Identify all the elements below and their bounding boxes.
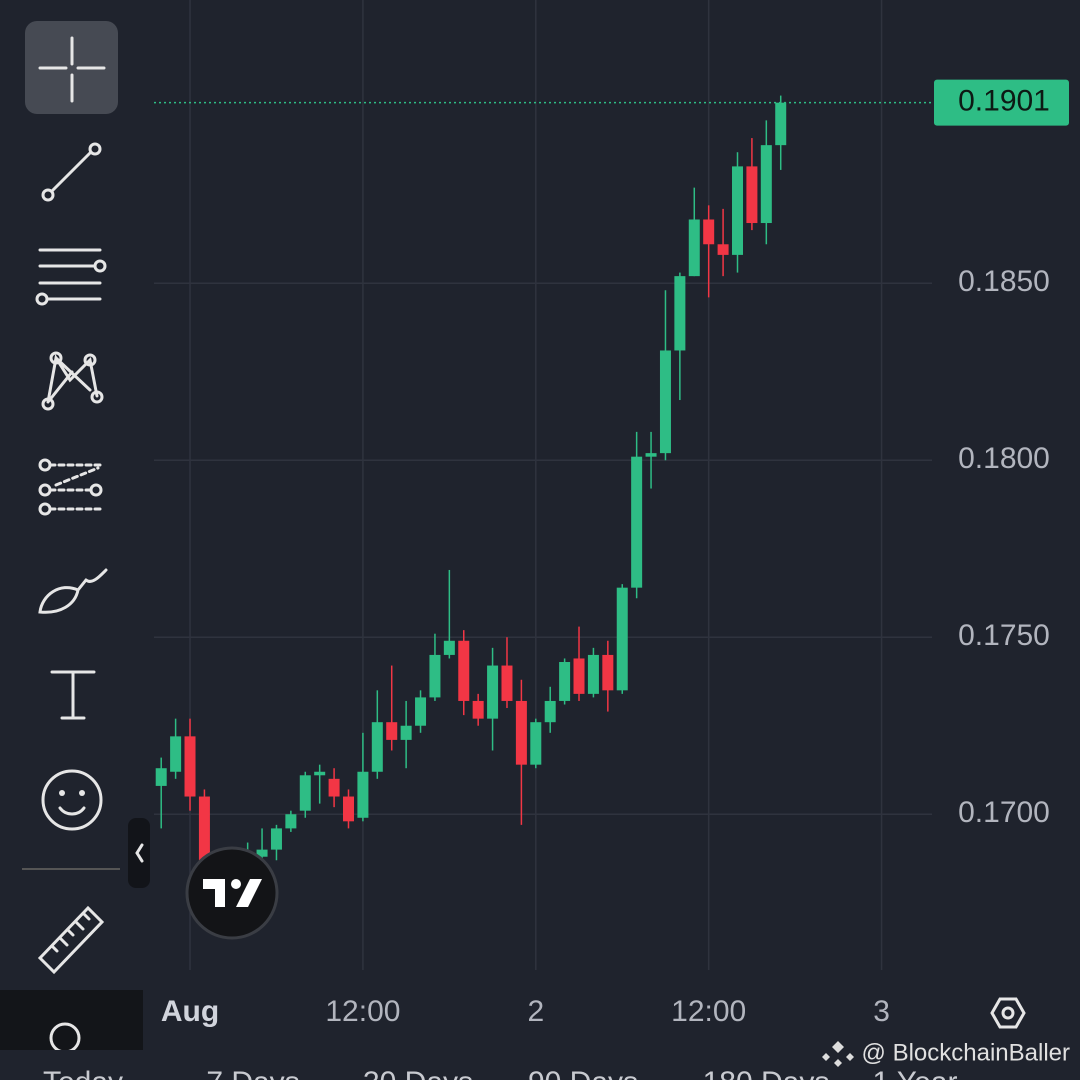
x-tick-label: Aug <box>161 995 219 1028</box>
toolbar <box>22 21 150 975</box>
candle-body <box>746 166 758 224</box>
watermark: @ BlockchainBaller <box>862 1039 1070 1066</box>
range-tab[interactable]: Today <box>43 1066 123 1080</box>
candle-body <box>659 350 671 454</box>
tradingview-logo <box>185 846 279 940</box>
candle-body <box>631 456 643 588</box>
range-tab[interactable]: 1 Year <box>872 1066 957 1080</box>
candle-body <box>616 587 628 691</box>
range-tab[interactable]: 180 Days <box>703 1066 830 1080</box>
candle-body <box>415 697 427 726</box>
candle-body <box>674 276 686 351</box>
candle-body <box>343 796 354 822</box>
candle-body <box>487 665 499 719</box>
candle-body <box>515 700 527 765</box>
candle-body <box>371 722 383 772</box>
settings-button[interactable] <box>990 997 1026 1029</box>
prediction-tool[interactable] <box>38 458 103 516</box>
candle-body <box>530 722 542 765</box>
candle-body <box>472 700 484 719</box>
candle-body <box>357 771 369 818</box>
range-bar <box>0 1050 1080 1080</box>
candle-body <box>732 166 743 255</box>
range-tab[interactable]: 7 Days <box>206 1066 299 1080</box>
candle-body <box>775 102 787 146</box>
crosshair-tool[interactable] <box>25 21 118 114</box>
candle-body <box>717 244 729 255</box>
candle-body <box>198 796 210 861</box>
candle-body <box>170 736 182 772</box>
candle-body <box>328 778 340 797</box>
watermark-icon <box>822 1041 854 1067</box>
fib-tool[interactable] <box>35 248 107 306</box>
last-price-tag <box>934 79 1069 126</box>
candle-body <box>443 640 455 655</box>
candle-body <box>285 814 297 829</box>
candle-body <box>573 658 585 694</box>
y-tick-label: 0.1800 <box>958 442 1050 475</box>
x-tick-label: 2 <box>527 995 544 1028</box>
candle-body <box>256 849 268 857</box>
candle-body <box>602 654 614 691</box>
candle-body <box>184 736 196 797</box>
candle-body <box>299 775 311 811</box>
x-tick-label: 3 <box>873 995 890 1028</box>
pattern-tool[interactable] <box>41 351 104 411</box>
text-tool[interactable] <box>50 670 96 720</box>
trend-line-tool[interactable] <box>41 142 102 202</box>
candle-body <box>314 771 326 776</box>
bottom-left-panel <box>0 990 143 1050</box>
candle-body <box>760 145 772 224</box>
candle-body <box>645 453 657 457</box>
candle-body <box>544 700 556 723</box>
range-tab[interactable]: 90 Days <box>528 1066 638 1080</box>
candle-body <box>559 662 571 701</box>
candle-body <box>429 654 441 698</box>
x-tick-label: 12:00 <box>671 995 746 1028</box>
brush-tool[interactable] <box>38 568 108 614</box>
candle-body <box>587 654 599 694</box>
candle-body <box>703 219 715 245</box>
ruler-tool[interactable] <box>37 905 105 975</box>
y-tick-label: 0.1850 <box>958 265 1050 298</box>
x-tick-label: 12:00 <box>325 995 400 1028</box>
candle-body <box>501 665 513 701</box>
candle-body <box>458 640 470 701</box>
emoji-tool[interactable] <box>41 769 103 831</box>
candle-body <box>688 219 700 277</box>
candle-body <box>400 725 412 740</box>
candle-body <box>386 722 398 740</box>
y-tick-label: 0.1750 <box>958 619 1050 652</box>
range-tab[interactable]: 30 Days <box>363 1066 473 1080</box>
collapse-toolbar[interactable] <box>128 818 150 888</box>
candle-body <box>155 768 167 786</box>
last-price-label: 0.1901 <box>958 85 1050 118</box>
candle-body <box>270 828 282 850</box>
y-tick-label: 0.1700 <box>958 796 1050 829</box>
